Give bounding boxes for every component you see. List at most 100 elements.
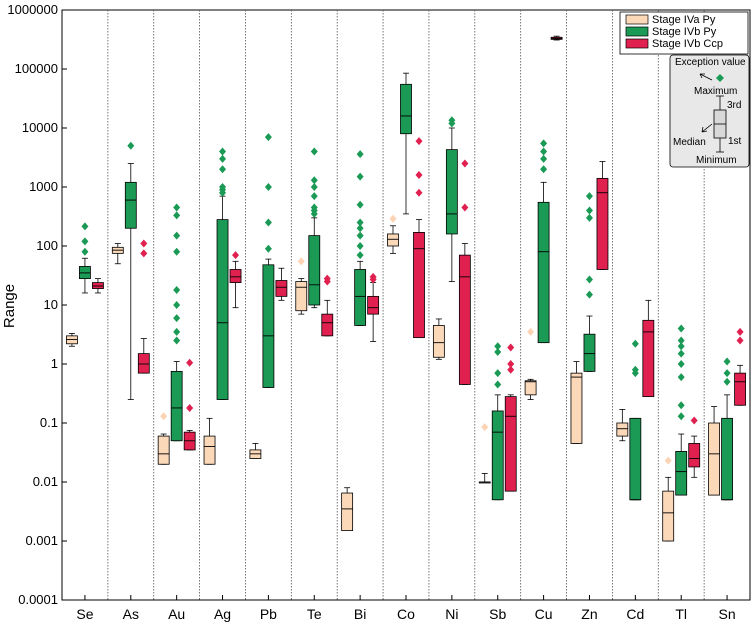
iqr-box (400, 83, 412, 135)
outlier-point (356, 172, 364, 181)
outlier-point (585, 192, 593, 201)
outlier-point (173, 301, 181, 309)
outlier-point (140, 239, 148, 248)
outlier-point (540, 139, 548, 148)
outlier-point (310, 203, 318, 212)
x-tick-label: Au (168, 606, 185, 622)
category-separators (107, 10, 705, 600)
box-sn-series-1 (721, 357, 733, 501)
outlier-point (389, 214, 397, 223)
outlier-point (232, 251, 240, 260)
box-te-series-1 (308, 147, 321, 309)
box-as-series-2 (137, 239, 150, 374)
outlier-point (356, 200, 364, 209)
y-tick-label: 10000 (22, 120, 58, 135)
iqr-box (367, 295, 380, 315)
x-tick-label: Ni (445, 606, 458, 622)
explanation-median-arrow (701, 123, 713, 133)
explanation-q3-label: 3rd (727, 100, 741, 111)
y-tick-label: 1000 (29, 179, 58, 194)
box-cd-series-1 (629, 339, 642, 501)
outlier-point (461, 203, 469, 212)
iqr-box (458, 254, 471, 385)
outlier-point (585, 206, 593, 215)
outlier-point (677, 324, 685, 333)
outlier-point (219, 147, 227, 156)
box-te-series-2 (321, 274, 334, 337)
y-tick-label: 100000 (15, 61, 58, 76)
outlier-point (127, 141, 135, 150)
iqr-box (387, 233, 399, 247)
iqr-box (570, 372, 583, 444)
outlier-point (723, 357, 731, 366)
box-tl-series-0 (662, 456, 675, 542)
iqr-box (170, 370, 183, 442)
outlier-point (310, 147, 318, 156)
outlier-point (723, 369, 731, 378)
x-tick-label: Co (397, 606, 415, 622)
iqr-box (275, 280, 288, 297)
box-series (66, 35, 746, 542)
outlier-point (81, 237, 89, 246)
legend: Stage IVa Py Stage IVb Py Stage IVb Ccp (619, 11, 749, 55)
explanation-outlier-arrow (699, 73, 713, 81)
outlier-point (264, 244, 272, 253)
x-tick-label: Cd (626, 606, 644, 622)
x-tick-label: Te (307, 606, 322, 622)
x-tick-label: Tl (675, 606, 687, 622)
iqr-box (583, 333, 596, 372)
explanation-exception-label-1: Exception value (675, 57, 746, 68)
iqr-box (124, 181, 137, 229)
y-tick-label: 0.01 (33, 474, 58, 489)
outlier-point (173, 327, 181, 336)
outlier-point (540, 147, 548, 156)
x-tick-label: Sn (719, 606, 736, 622)
box-sn-series-0 (708, 406, 720, 496)
y-tick-label: 1000000 (7, 2, 58, 17)
box-pb-series-2 (275, 267, 288, 301)
outlier-point (540, 165, 548, 174)
outlier-point (585, 213, 593, 222)
outlier-point (264, 218, 272, 227)
outlier-point (264, 183, 272, 191)
outlier-point (448, 116, 456, 125)
outlier-point (140, 249, 148, 258)
legend-label-ivbpy: Stage IVb Py (652, 26, 717, 38)
explanation-median-label: Median (673, 137, 706, 148)
legend-label-ivbccp: Stage IVb Ccp (652, 38, 723, 50)
outlier-point (356, 150, 364, 159)
outlier-point (677, 342, 685, 351)
iqr-box (413, 232, 425, 339)
box-sb-series-1 (491, 342, 504, 501)
iqr-box (524, 380, 537, 396)
box-zn-series-0 (570, 361, 583, 444)
box-cu-series-0 (524, 327, 537, 400)
outlier-point (677, 336, 685, 345)
iqr-box (596, 177, 609, 270)
explanation-max-label: Maximum (694, 86, 737, 97)
x-axis: Se As Au Ag Pb Te Bi Co Ni Sb Cu Zn Cd Tl Sn (76, 595, 736, 622)
outlier-point (415, 137, 423, 146)
iqr-box (354, 269, 367, 326)
outlier-point (461, 159, 469, 168)
outlier-point (677, 349, 685, 358)
explanation-q1-label: 1st (728, 136, 742, 147)
x-tick-label: Bi (354, 606, 366, 622)
y-axis-label: Range (1, 284, 18, 328)
iqr-box (341, 492, 354, 532)
outlier-point (631, 339, 639, 348)
iqr-box (537, 201, 550, 344)
outlier-point (494, 347, 502, 356)
iqr-box (662, 490, 675, 542)
box-sb-series-2 (504, 343, 517, 492)
outlier-point (186, 358, 194, 367)
iqr-box (642, 319, 655, 398)
iqr-box (616, 422, 629, 437)
outlier-point (356, 242, 364, 250)
outlier-point (173, 231, 181, 240)
outlier-point (494, 369, 502, 378)
iqr-box (721, 417, 733, 501)
box-tl-series-1 (675, 324, 688, 496)
outlier-point (173, 285, 181, 294)
y-tick-label: 0.0001 (18, 592, 58, 607)
